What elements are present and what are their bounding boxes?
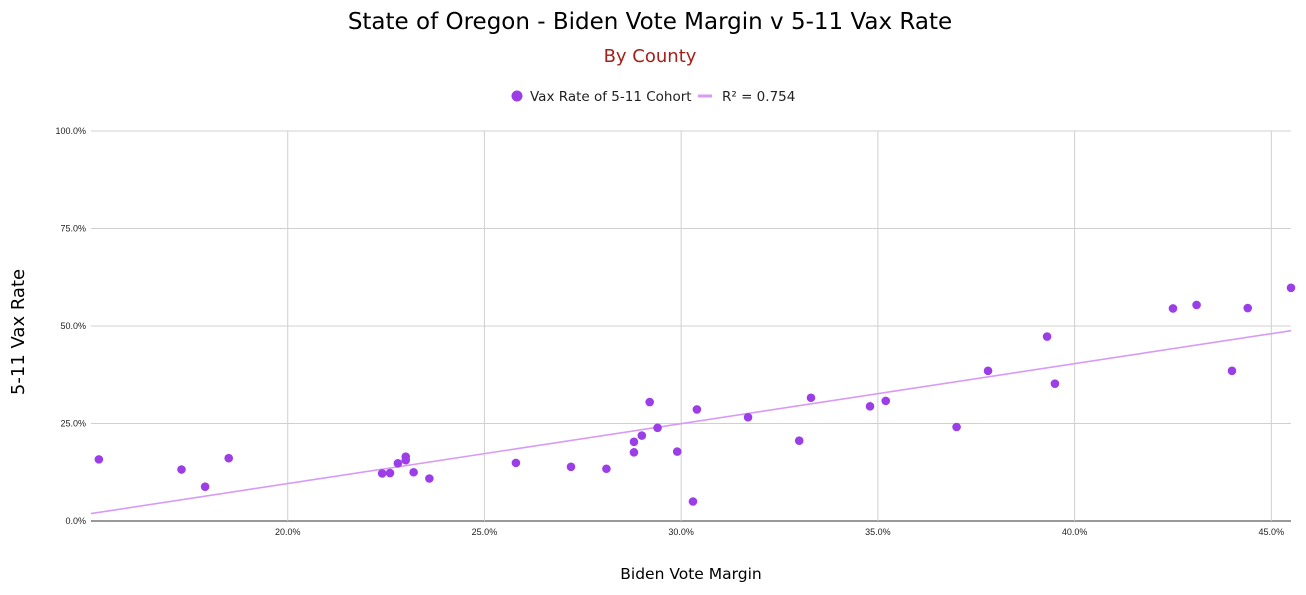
data-point-0-14: [629, 448, 639, 457]
tick-labels: 0.0% 25.0% 50.0% 75.0% 100.0% 20.0% 25.0% 30.0%…: [55, 126, 1284, 537]
data-point-0-0: [94, 455, 104, 464]
data-point-0-28: [983, 366, 993, 376]
chart-legend: Vax Rate of 5-11 Cohort R² = 0.754: [511, 89, 795, 105]
data-point-0-19: [672, 447, 682, 456]
trendline-line: [90, 329, 1292, 515]
data-point-0-33: [1227, 366, 1237, 376]
data-point-0-20: [688, 497, 698, 506]
legend-trendline-label: R² = 0.754: [722, 89, 795, 105]
y-tick-label-4: 100.0%: [55, 126, 86, 136]
y-tick-label-3: 75.0%: [60, 224, 86, 234]
data-point-0-10: [425, 474, 434, 483]
data-point-0-23: [794, 436, 804, 445]
grid-lines: [91, 130, 1291, 522]
data-point-0-15: [629, 437, 639, 447]
data-point-0-3: [224, 453, 234, 463]
x-axis-title: Biden Vote Margin: [620, 565, 761, 583]
y-tick-label-2: 50.0%: [60, 321, 86, 331]
data-point-0-30: [1050, 379, 1060, 389]
data-point-0-17: [645, 397, 654, 407]
data-point-0-6: [393, 458, 403, 468]
y-axis-title: 5-11 Vax Rate: [8, 269, 29, 395]
chart-title: State of Oregon - Biden Vote Margin v 5-…: [348, 9, 952, 35]
x-tick-label-0: 20.0%: [275, 527, 301, 537]
data-point-0-26: [881, 396, 891, 406]
legend-scatter-label: Vax Rate of 5-11 Cohort: [530, 89, 692, 105]
data-point-0-1: [177, 465, 186, 474]
data-point-0-2: [200, 482, 210, 491]
data-point-0-29: [1042, 332, 1052, 341]
data-point-0-27: [952, 422, 961, 432]
data-point-0-22: [743, 412, 753, 422]
data-point-0-16: [637, 431, 647, 440]
data-point-0-12: [566, 462, 576, 472]
data-point-0-31: [1168, 304, 1178, 313]
x-tick-label-1: 25.0%: [472, 527, 498, 537]
data-point-0-21: [692, 405, 702, 414]
y-tick-label-1: 25.0%: [60, 419, 86, 429]
y-tick-label-0: 0.0%: [65, 516, 86, 526]
data-point-0-24: [806, 393, 816, 403]
data-point-0-4: [377, 469, 387, 478]
data-point-0-34: [1243, 303, 1253, 313]
x-tick-label-5: 45.0%: [1259, 527, 1285, 537]
x-tick-label-2: 30.0%: [668, 527, 694, 537]
data-point-0-5: [385, 468, 395, 478]
trendline: [90, 329, 1292, 515]
x-tick-label-3: 35.0%: [865, 527, 891, 537]
data-points: [94, 283, 1296, 506]
x-tick-label-4: 40.0%: [1062, 527, 1088, 537]
data-point-0-11: [511, 458, 521, 468]
data-point-0-35: [1286, 283, 1296, 293]
legend-trendline-marker: [698, 94, 712, 98]
data-point-0-25: [865, 402, 875, 411]
data-point-0-18: [653, 423, 662, 433]
legend-scatter-marker: [511, 90, 523, 102]
data-point-0-13: [602, 464, 611, 474]
chart-subtitle: By County: [604, 46, 697, 67]
data-point-0-9: [409, 467, 418, 477]
data-point-0-32: [1192, 300, 1201, 310]
data-point-0-8: [401, 455, 411, 465]
